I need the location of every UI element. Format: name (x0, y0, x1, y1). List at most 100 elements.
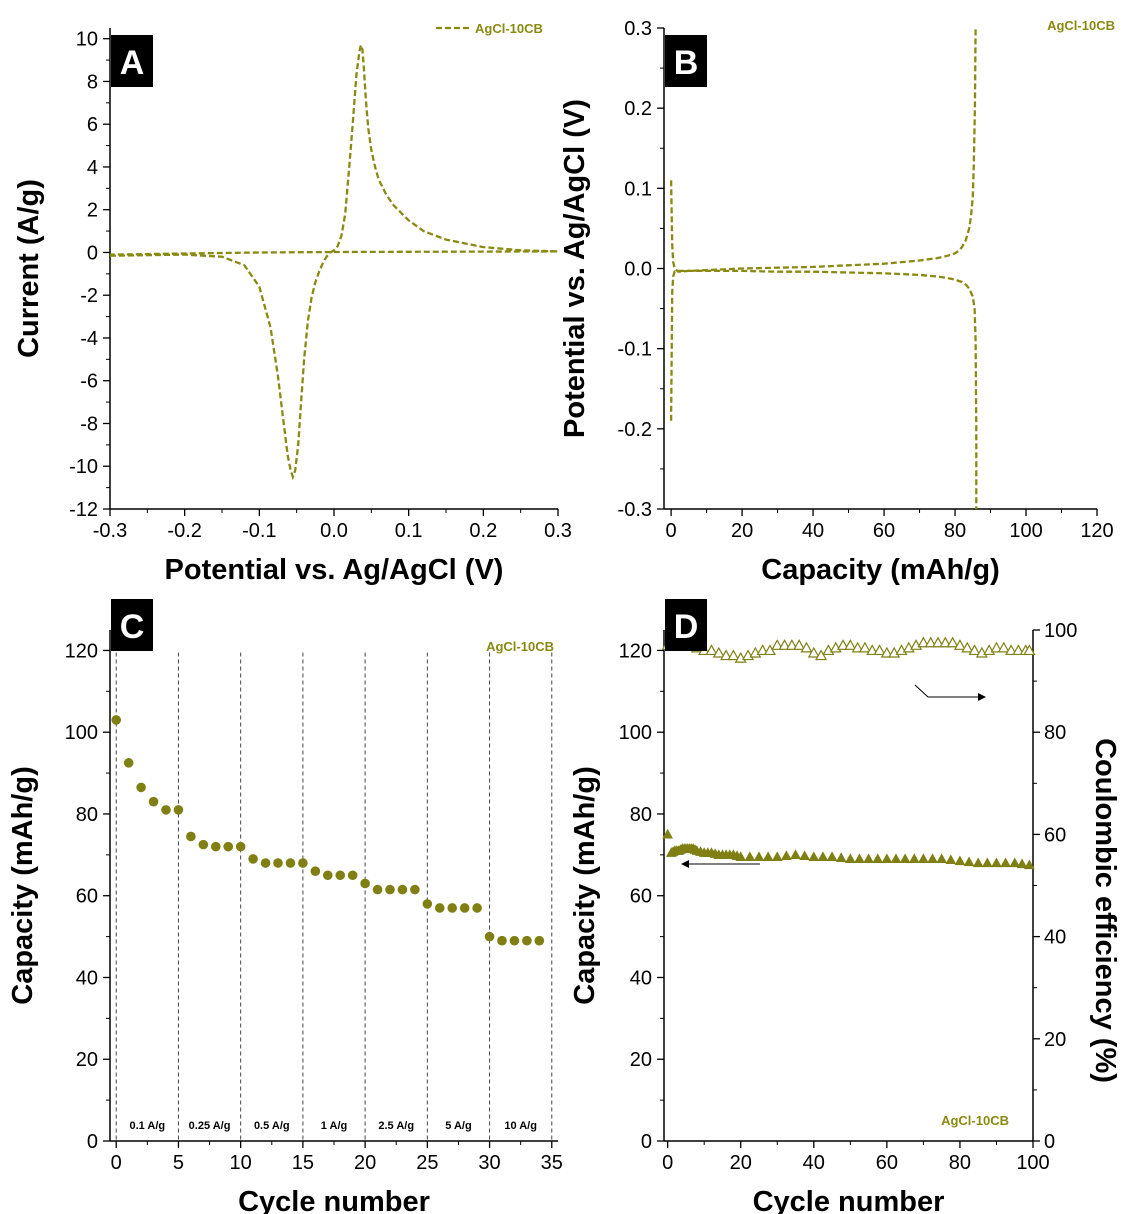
y-tick-label: 80 (630, 804, 652, 826)
capacity-point (695, 846, 706, 856)
x-tick-label: 60 (876, 1152, 898, 1174)
y-axis-label: Current (A/g) (13, 179, 45, 358)
capacity-point (991, 857, 1002, 868)
y-tick-label: 120 (65, 640, 98, 662)
data-point (123, 758, 134, 768)
y-tick-label: 100 (619, 722, 652, 744)
x-tick-label: 30 (478, 1152, 500, 1174)
y-tick-label: 0 (87, 242, 98, 264)
x-tick-label: 100 (1016, 1152, 1049, 1174)
x-axis-label: Cycle number (238, 1186, 430, 1214)
rate-label: 5 A/g (445, 1120, 472, 1132)
capacity-point (1009, 857, 1021, 868)
x-tick-label: 0.0 (320, 520, 348, 542)
data-point (260, 858, 271, 868)
y-axis-label: Capacity (mAh/g) (569, 766, 601, 1004)
y-tick-label: 0 (87, 1131, 98, 1153)
efficiency-point (815, 649, 828, 661)
y2-tick-label: 60 (1044, 824, 1066, 846)
efficiency-point (778, 639, 791, 650)
y2-tick-label: 0 (1044, 1131, 1055, 1153)
rate-label: 1 A/g (321, 1120, 348, 1132)
capacity-point (890, 853, 902, 864)
y-tick-label: -0.1 (618, 339, 652, 361)
y-tick-label: 0.0 (624, 259, 652, 281)
data-point (385, 884, 395, 895)
efficiency-point (873, 644, 886, 656)
legend-label: AgCl-10CB (941, 1113, 1009, 1128)
panel-b: 0 20 40 60 80 100 120 -0.3 -0.2 -0.1 0.0 0.1 0.2 0.3 C… (559, 18, 1115, 586)
y2-axis-label: Coulombic efficiency (%) (1089, 738, 1121, 1083)
capacity-point (702, 847, 714, 857)
data-point (534, 935, 545, 946)
data-point (447, 903, 458, 913)
y2-tick-label: 80 (1044, 722, 1066, 744)
capacity-point (918, 853, 929, 864)
panel-label-bg (665, 35, 707, 87)
y-tick-label: 8 (87, 71, 98, 93)
data-point (422, 899, 433, 909)
panel-label: C (120, 608, 145, 646)
efficiency-point (720, 649, 733, 661)
x-tick-label: 80 (944, 520, 966, 542)
x-tick-label: 0.3 (544, 520, 572, 542)
y-tick-label: -0.2 (618, 419, 652, 441)
efficiency-point (953, 639, 966, 650)
data-point (198, 839, 209, 850)
x-tick-label: 60 (873, 520, 895, 542)
x-tick-label: 5 (173, 1152, 184, 1174)
capacity-point (981, 857, 993, 868)
efficiency-point (939, 636, 952, 648)
x-tick-label: 20 (730, 1152, 752, 1174)
efficiency-point (990, 641, 1003, 653)
data-point (434, 903, 445, 913)
data-point (410, 884, 420, 895)
x-axis-label: Cycle number (753, 1186, 945, 1214)
panel-a: -0.3 -0.2 -0.1 0.0 0.1 0.2 0.3 -12 -10 -8 -6 -4 -2 0 2… (13, 21, 572, 586)
capacity-point (817, 851, 829, 861)
y-tick-label: -2 (80, 285, 98, 307)
efficiency-point (785, 639, 798, 650)
y-tick-label: -10 (69, 456, 98, 478)
capacity-point (945, 854, 957, 865)
efficiency-point (800, 641, 813, 653)
series-line-agcl-10cb (109, 40, 559, 481)
x-tick-label: -0.1 (242, 520, 276, 542)
efficiency-point (997, 641, 1010, 653)
x-tick-label: 25 (416, 1152, 438, 1174)
efficiency-point (712, 646, 725, 658)
efficiency-point (866, 644, 879, 656)
panel-c: 0 5 10 15 20 25 30 35 0 20 40 60 80 100 120 Cycle numbe… (7, 599, 563, 1214)
capacity-point (936, 853, 948, 864)
rate-label: 10 A/g (504, 1120, 537, 1132)
y-tick-label: 20 (630, 1049, 652, 1071)
y-tick-label: 40 (76, 967, 98, 989)
capacity-point (835, 852, 847, 863)
data-point (186, 831, 196, 842)
capacity-point (709, 848, 721, 858)
legend: AgCl-10CB (436, 21, 543, 36)
capacity-point (689, 844, 701, 854)
data-point (522, 935, 532, 946)
efficiency-point (756, 644, 769, 656)
rate-label: 0.1 A/g (129, 1120, 165, 1132)
data-point (360, 878, 370, 889)
data-point (161, 805, 171, 815)
capacity-point (724, 849, 736, 859)
data-point (372, 884, 383, 895)
efficiency-point (917, 636, 930, 648)
efficiency-point (931, 636, 945, 648)
efficiency-point (961, 641, 974, 653)
data-point (273, 858, 283, 868)
data-point (285, 858, 296, 868)
y-tick-label: 20 (76, 1049, 98, 1071)
x-tick-label: 20 (731, 520, 753, 542)
data-point (173, 805, 184, 815)
efficiency-point (763, 644, 776, 656)
efficiency-point (837, 639, 850, 650)
capacity-point (781, 850, 792, 860)
panel-label: B (674, 44, 699, 82)
y-tick-label: -0.3 (618, 499, 652, 521)
capacity-point (717, 849, 728, 859)
